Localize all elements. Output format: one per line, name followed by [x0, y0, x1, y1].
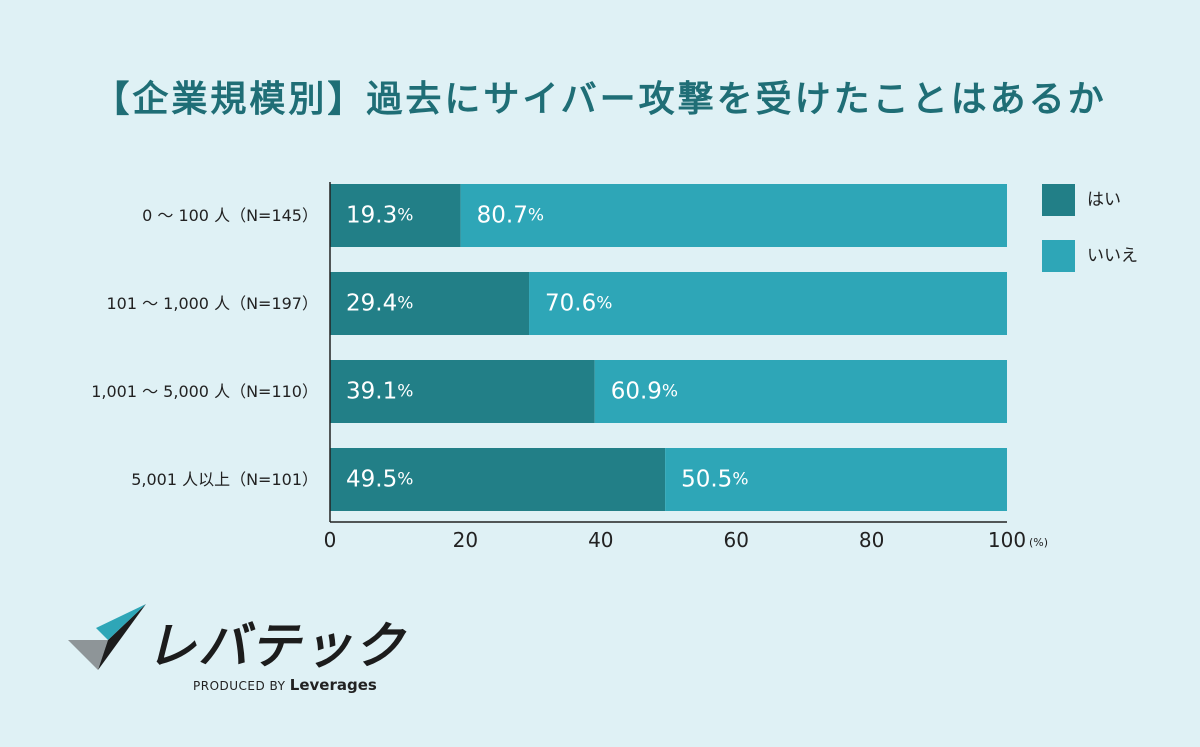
category-label-1: 0 〜 100 人（N=145） — [142, 206, 318, 225]
x-axis-unit: (%) — [1029, 536, 1048, 549]
x-tick-label-80: 80 — [859, 528, 884, 552]
bar-yes-3 — [330, 360, 595, 423]
bar-label-yes-4: 49.5% — [346, 467, 413, 493]
category-label-4: 5,001 人以上（N=101） — [131, 470, 318, 489]
x-tick-label-0: 0 — [324, 528, 337, 552]
bar-chart: 19.3% 80.7% 0 〜 100 人（N=145） 29.4% 70.6% 101 … — [91, 182, 1138, 552]
bar-label-no-2: 70.6% — [545, 291, 612, 317]
bar-no-3 — [594, 360, 1007, 423]
bar-label-no-4: 50.5% — [681, 467, 748, 493]
bar-yes-2 — [330, 272, 530, 335]
brand-name: レバテック — [146, 617, 406, 675]
bar-label-yes-3: 39.1% — [346, 379, 413, 405]
bar-label-yes-1: 19.3% — [346, 203, 413, 229]
bar-yes-1 — [330, 184, 461, 247]
x-tick-label-100: 100 — [988, 528, 1026, 552]
company-name: Leverages — [289, 676, 377, 694]
bar-no-4 — [665, 448, 1007, 511]
brand-produced-by: PRODUCED BY Leverages — [193, 676, 377, 694]
x-tick-label-20: 20 — [453, 528, 478, 552]
legend-swatch-no — [1042, 240, 1075, 272]
bar-yes-4 — [330, 448, 666, 511]
category-label-2: 101 〜 1,000 人（N=197） — [106, 294, 318, 313]
category-label-3: 1,001 〜 5,000 人（N=110） — [91, 382, 318, 401]
chart-title: 【企業規模別】過去にサイバー攻撃を受けたことはあるか — [93, 79, 1107, 120]
bar-label-no-3: 60.9% — [611, 379, 678, 405]
leverages-check-logo-icon — [68, 604, 146, 670]
bar-no-2 — [529, 272, 1007, 335]
x-tick-label-40: 40 — [588, 528, 613, 552]
legend-swatch-yes — [1042, 184, 1075, 216]
produced-by-label: PRODUCED BY — [193, 679, 286, 693]
bar-no-1 — [460, 184, 1007, 247]
legend-label-yes: はい — [1087, 190, 1121, 210]
bar-label-no-1: 80.7% — [477, 203, 544, 229]
brand-logo: レバテック PRODUCED BY Leverages — [68, 604, 404, 699]
x-tick-label-60: 60 — [723, 528, 748, 552]
bar-label-yes-2: 29.4% — [346, 291, 413, 317]
legend-label-no: いいえ — [1087, 246, 1138, 266]
